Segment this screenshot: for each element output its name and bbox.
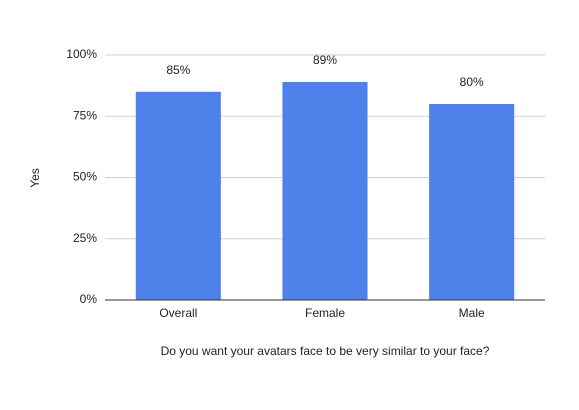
y-tick-label: 50% — [73, 170, 97, 184]
y-tick-label: 0% — [80, 292, 98, 306]
bar — [429, 104, 515, 300]
bar — [135, 91, 221, 300]
x-axis-title: Do you want your avatars face to be very… — [161, 344, 490, 358]
x-tick-label: Male — [459, 306, 485, 320]
value-label: 80% — [460, 75, 484, 89]
value-label: 89% — [313, 53, 337, 67]
value-label: 85% — [166, 63, 190, 77]
y-tick-label: 25% — [73, 231, 97, 245]
y-tick-label: 100% — [66, 47, 97, 61]
bar — [282, 81, 368, 300]
y-axis-title: Yes — [28, 168, 42, 188]
y-tick-label: 75% — [73, 108, 97, 122]
x-tick-label: Overall — [159, 306, 197, 320]
x-tick-label: Female — [305, 306, 345, 320]
